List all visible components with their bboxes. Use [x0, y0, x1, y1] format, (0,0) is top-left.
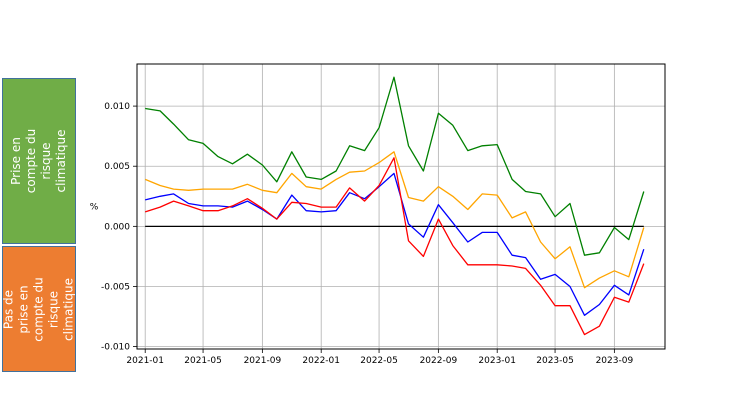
x-tick-label: 2022-01 — [302, 356, 340, 366]
y-axis-ticks: 0.010 0.005 0.000 -0.005 -0.010 — [101, 102, 137, 353]
y-tick-label: 0.000 — [104, 222, 130, 232]
x-tick-label: 2022-09 — [420, 356, 458, 366]
y-axis-label: % — [90, 203, 99, 213]
series-line-2 — [144, 151, 645, 289]
series-line-3 — [145, 172, 645, 316]
x-tick-label: 2021-05 — [184, 356, 222, 366]
x-tick-label: 2021-09 — [244, 356, 282, 366]
x-axis-ticks: 2021-01 2021-05 2021-09 2022-01 2022-05 2022-… — [126, 349, 633, 366]
y-tick-label: -0.005 — [101, 282, 130, 292]
x-tick-label: 2021-01 — [126, 356, 164, 366]
series-line-4 — [145, 157, 645, 336]
orange-side-label-box: Pas de prise en compte du risque climati… — [2, 246, 76, 372]
x-tick-label: 2023-05 — [536, 356, 574, 366]
y-tick-label: 0.005 — [104, 162, 130, 172]
plot-frame — [136, 63, 666, 350]
x-tick-label: 2022-05 — [360, 356, 398, 366]
series-line-1 — [145, 76, 645, 256]
y-tick-label: -0.010 — [101, 343, 130, 353]
series-lines — [144, 76, 645, 336]
y-tick-label: 0.010 — [104, 102, 130, 112]
green-side-label-box: Prise en compte du risque climatique — [2, 78, 76, 244]
x-tick-label: 2023-09 — [596, 356, 634, 366]
x-tick-label: 2023-01 — [478, 356, 516, 366]
